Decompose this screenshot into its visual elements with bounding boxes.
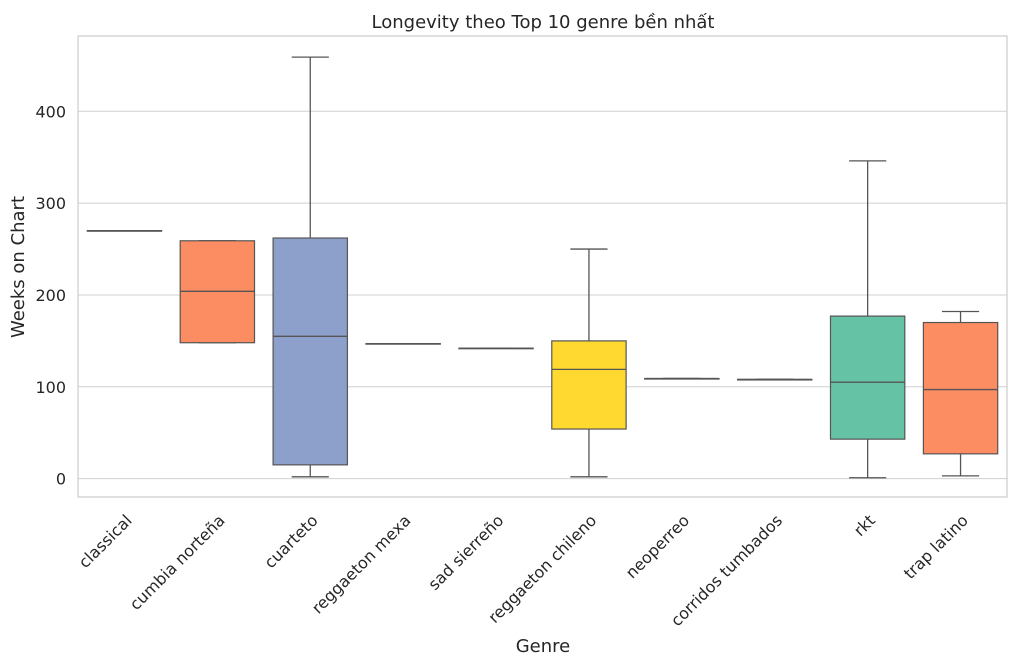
x-tick-label: reggaeton mexa	[308, 511, 415, 618]
box-body	[922, 321, 999, 455]
box-body	[551, 340, 627, 430]
y-axis-ticks: 0 100 200 300 400	[35, 102, 66, 488]
plot-frame	[77, 35, 1008, 498]
x-tick-label: trap latino	[900, 511, 972, 583]
y-tick-label: 100	[35, 378, 66, 397]
box-series	[86, 56, 999, 479]
box-reggaeton-chileno	[551, 248, 627, 478]
box-body	[272, 237, 349, 466]
box-corridos-tumbados	[736, 378, 813, 381]
y-tick-label: 400	[35, 102, 66, 121]
y-tick-label: 200	[35, 286, 66, 305]
box-cumbia-norteña	[179, 240, 256, 344]
box-sad-sierreño	[458, 347, 534, 350]
x-tick-label: rkt	[850, 511, 879, 540]
box-classical	[86, 230, 163, 232]
box-rkt	[829, 160, 906, 479]
box-reggaeton-mexa	[365, 342, 441, 345]
box-trap-latino	[922, 310, 999, 477]
box-neoperreo	[644, 377, 720, 380]
x-axis-label: Genre	[516, 636, 571, 657]
box-cuarteto	[272, 56, 349, 478]
box-body	[829, 315, 906, 440]
x-tick-label: classical	[75, 511, 136, 572]
x-tick-label: neoperreo	[622, 511, 693, 582]
chart-title: Longevity theo Top 10 genre bền nhất	[372, 12, 715, 33]
x-tick-label: sad sierreño	[424, 511, 507, 594]
x-tick-label: cumbia norteña	[126, 511, 229, 614]
x-tick-label: cuarteto	[260, 511, 321, 572]
y-axis-label: Weeks on Chart	[8, 196, 29, 338]
y-tick-label: 300	[35, 194, 66, 213]
y-tick-label: 0	[56, 470, 66, 489]
